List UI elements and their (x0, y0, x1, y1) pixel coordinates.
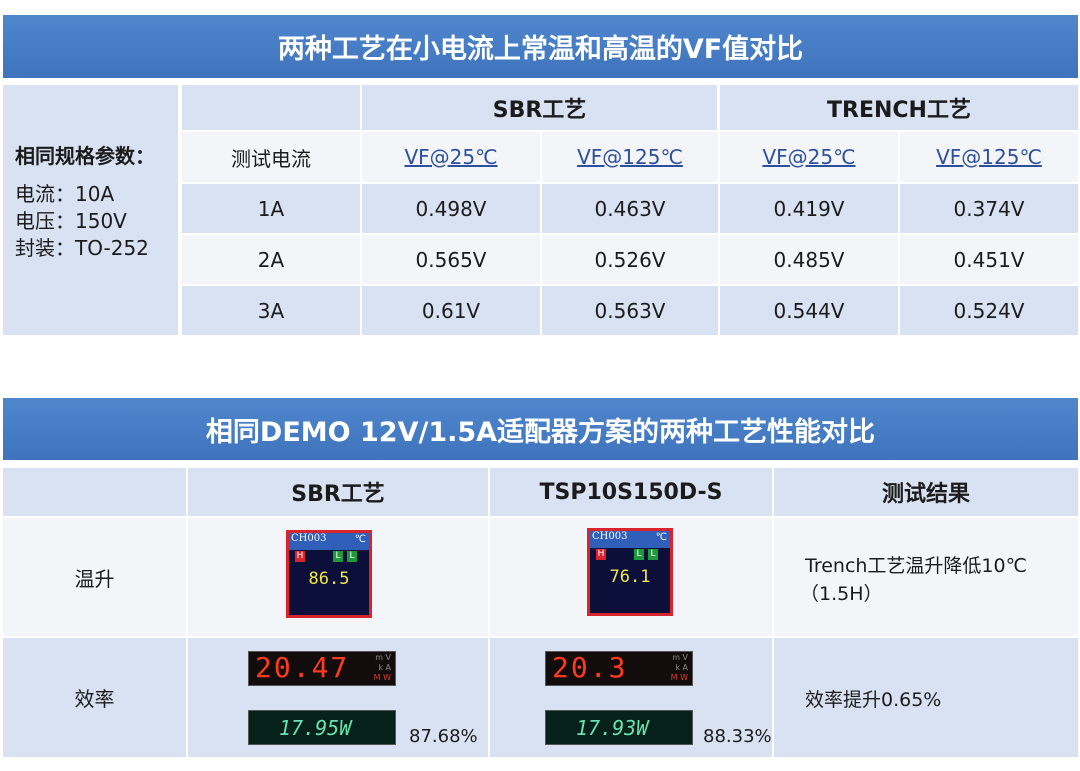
column-header: VF@25℃ (362, 132, 540, 182)
output-display: 17.95W (248, 710, 396, 745)
column-header: 测试结果 (774, 468, 1078, 516)
output-display: 17.93W (545, 710, 693, 745)
vf-value: 0.563V (542, 286, 718, 335)
unit-label: M W (373, 673, 391, 682)
vf-value: 0.498V (362, 184, 540, 233)
display-band: CH003 ℃ (590, 531, 670, 548)
vf-value: 0.544V (720, 286, 898, 335)
row-label: 2A (182, 235, 360, 284)
unit-label: m V (375, 653, 391, 662)
flag: H (295, 551, 305, 562)
vf-value: 0.565V (362, 235, 540, 284)
result-text: （1.5H） (800, 583, 883, 605)
input-reading: 20.47 (255, 651, 350, 684)
output-reading: 17.95W (279, 716, 352, 740)
result-cell: Trench工艺温升降低10℃ （1.5H） (774, 518, 1078, 636)
column-header: SBR工艺 (188, 468, 488, 516)
unit: ℃ (354, 534, 366, 545)
result-text: Trench工艺温升降低10℃ (805, 555, 1027, 577)
vf-value: 0.485V (720, 235, 898, 284)
unit-label: k A (378, 663, 391, 672)
reading: 86.5 (308, 569, 350, 589)
specs-cell: 相同规格参数： 电流：10A 电压：150V 封装：TO-252 (3, 85, 178, 335)
efficiency-value: 88.33% (703, 726, 772, 747)
row-label: 效率 (3, 638, 186, 757)
unit-label: m V (672, 653, 688, 662)
thermal-display: CH003 ℃ H L L 86.5 (286, 530, 372, 618)
row-label: 3A (182, 286, 360, 335)
flag: L (333, 551, 343, 562)
column-header: 测试电流 (182, 132, 360, 182)
flag: L (347, 551, 357, 562)
unit: ℃ (655, 532, 667, 543)
table-title: 两种工艺在小电流上常温和高温的VF值对比 (3, 15, 1078, 78)
flag: L (648, 549, 658, 560)
flag: H (596, 549, 606, 560)
efficiency-value: 87.68% (409, 726, 478, 747)
table-title: 相同DEMO 12V/1.5A适配器方案的两种工艺性能对比 (3, 398, 1078, 460)
thermal-display: CH003 ℃ H L L 76.1 (587, 528, 673, 616)
row-label: 1A (182, 184, 360, 233)
specs-line: 电压：150V (15, 209, 127, 233)
column-header: VF@25℃ (720, 132, 898, 182)
result-text: 效率提升0.65% (805, 689, 942, 711)
group-header: SBR工艺 (362, 85, 717, 130)
header-blank (182, 85, 360, 130)
column-header: VF@125℃ (542, 132, 718, 182)
vf-value: 0.524V (900, 286, 1078, 335)
flag: L (634, 549, 644, 560)
specs-heading: 相同规格参数： (15, 144, 155, 168)
vf-value: 0.61V (362, 286, 540, 335)
display-band: CH003 ℃ (289, 533, 369, 550)
vf-value: 0.374V (900, 184, 1078, 233)
input-reading: 20.3 (552, 651, 628, 684)
channel: CH003 (291, 533, 327, 544)
vf-value: 0.451V (900, 235, 1078, 284)
specs-line: 电流：10A (15, 182, 115, 206)
channel: CH003 (592, 531, 628, 542)
specs-line: 封装：TO-252 (15, 236, 149, 260)
row-label: 温升 (3, 518, 186, 636)
group-header: TRENCH工艺 (720, 85, 1078, 130)
vf-value: 0.526V (542, 235, 718, 284)
vf-value: 0.463V (542, 184, 718, 233)
column-header: VF@125℃ (900, 132, 1078, 182)
header-blank (3, 468, 186, 516)
column-header: TSP10S150D-S (490, 468, 772, 516)
result-cell: 效率提升0.65% (774, 638, 1078, 757)
reading: 76.1 (609, 567, 651, 587)
unit-label: k A (675, 663, 688, 672)
output-reading: 17.93W (576, 716, 649, 740)
unit-label: M W (670, 673, 688, 682)
vf-value: 0.419V (720, 184, 898, 233)
